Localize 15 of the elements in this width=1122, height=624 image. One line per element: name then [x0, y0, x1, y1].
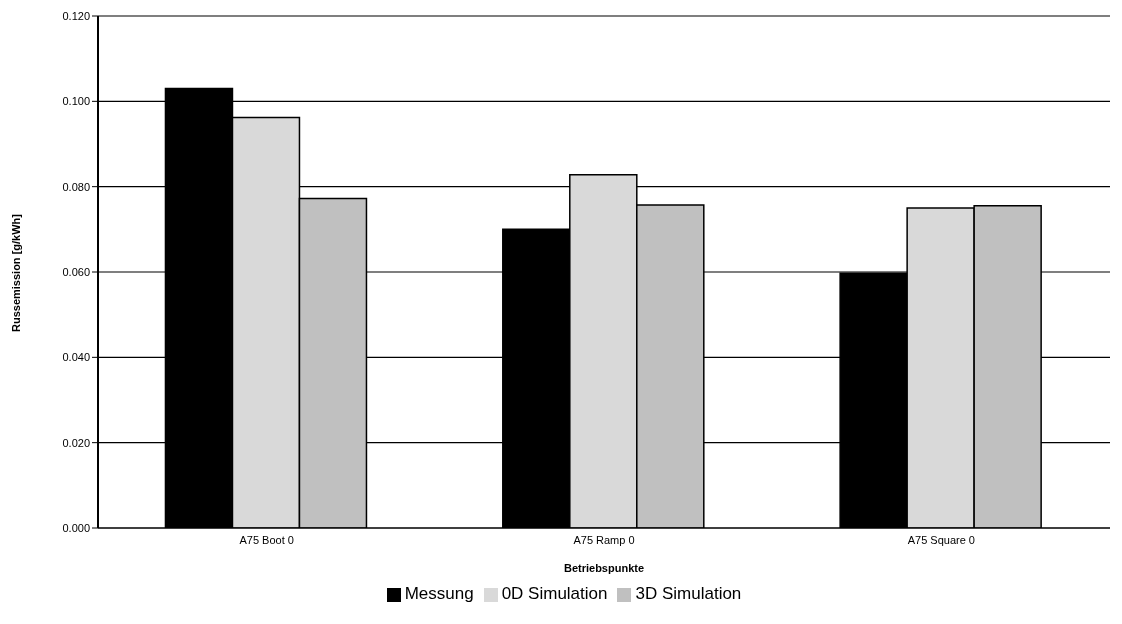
y-tick-label: 0.020 [62, 436, 90, 449]
x-axis-title: Betriebspunkte [563, 562, 645, 574]
y-tick-label: 0.120 [62, 9, 90, 22]
legend-label: 0D Simulation [501, 584, 608, 603]
legend-label: 3D Simulation [635, 584, 742, 603]
legend-label: Messung [404, 584, 474, 603]
y-axis-title: Russemission [g/kWh] [9, 213, 22, 332]
y-tick-label: 0.080 [62, 180, 90, 193]
y-tick-label: 0.060 [62, 265, 90, 278]
x-tick-label: A75 Boot 0 [239, 533, 294, 546]
y-tick-label: 0.040 [62, 351, 90, 364]
y-tick-label: 0.100 [62, 95, 90, 108]
x-tick-label: A75 Ramp 0 [573, 533, 635, 546]
y-tick-label: 0.000 [62, 521, 90, 534]
x-tick-label: A75 Square 0 [907, 533, 975, 546]
